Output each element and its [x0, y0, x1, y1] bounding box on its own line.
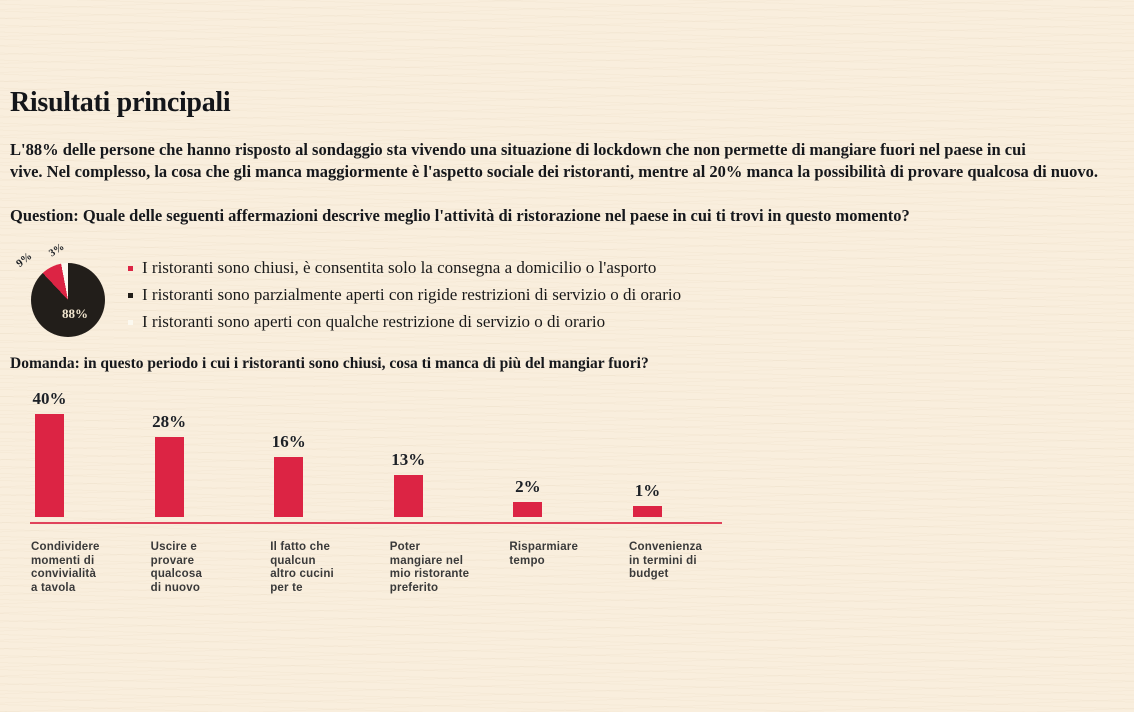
- bar: [35, 414, 64, 517]
- bar-category-label: Il fatto che qualcun altro cucini per te: [270, 541, 334, 594]
- bar-value-label: 28%: [152, 412, 187, 431]
- bar-category-label: Condividere momenti di convivialità a ta…: [31, 541, 100, 594]
- bar: [274, 457, 304, 517]
- pie-slice-label-3: 3%: [47, 241, 67, 260]
- bar-value-label: 13%: [391, 450, 426, 469]
- bar-question-text: Domanda: in questo periodo i cui i risto…: [10, 355, 649, 372]
- bar-category-label: Risparmiare tempo: [509, 541, 579, 567]
- pie-slice-label-88: 88%: [62, 306, 88, 321]
- pie-chart: [31, 263, 105, 337]
- legend-item-label: I ristoranti sono parzialmente aperti co…: [142, 285, 682, 304]
- bar-category-label: Convenienza in termini di budget: [629, 541, 703, 580]
- bar: [154, 437, 184, 517]
- bar-category-label: Uscire e provare qualcosa di nuovo: [150, 541, 203, 594]
- legend-item-label: I ristoranti sono aperti con qualche res…: [142, 312, 606, 331]
- bar: [633, 506, 662, 517]
- pie-slice-label-9: 9%: [14, 250, 35, 270]
- bar-value-label: 16%: [271, 432, 306, 451]
- bar-category-label: Poter mangiare nel mio ristorante prefer…: [389, 541, 470, 594]
- bar-chart-baseline: [30, 522, 722, 524]
- pie-question-text: Question: Quale delle seguenti affermazi…: [10, 206, 910, 225]
- bar-value-label: 40%: [32, 389, 67, 408]
- bar-value-label: 2%: [515, 477, 541, 496]
- legend-swatch-black: [128, 293, 133, 298]
- legend-item: I ristoranti sono parzialmente aperti co…: [128, 286, 681, 304]
- pie-legend: I ristoranti sono chiusi, è consentita s…: [128, 259, 681, 340]
- legend-swatch-white: [128, 320, 133, 325]
- bar: [393, 475, 423, 517]
- bar: [513, 502, 543, 517]
- legend-item-label: I ristoranti sono chiusi, è consentita s…: [142, 258, 657, 277]
- legend-item: I ristoranti sono chiusi, è consentita s…: [128, 259, 681, 277]
- legend-item: I ristoranti sono aperti con qualche res…: [128, 313, 681, 331]
- intro-paragraph: L'88% delle persone che hanno risposto a…: [10, 140, 1099, 182]
- legend-swatch-red: [128, 266, 133, 271]
- page-title: Risultati principali: [10, 87, 231, 118]
- bar-value-label: 1%: [634, 481, 661, 500]
